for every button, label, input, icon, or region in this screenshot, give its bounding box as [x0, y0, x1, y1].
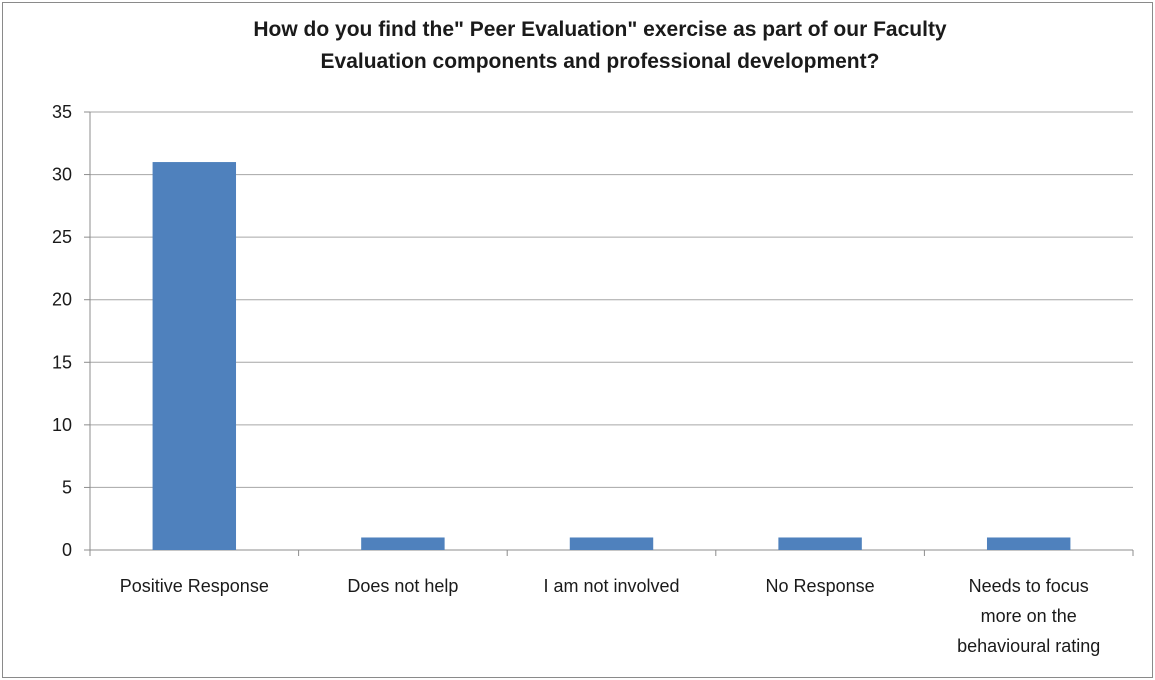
x-category-label: behavioural rating: [957, 636, 1100, 656]
bar: [569, 537, 654, 550]
chart-title-line-2: Evaluation components and professional d…: [320, 50, 880, 73]
y-tick-label: 0: [62, 540, 72, 560]
bar: [778, 537, 862, 550]
x-category-label: more on the: [981, 606, 1077, 626]
bar: [986, 537, 1071, 550]
x-category-label: Needs to focus: [969, 576, 1089, 596]
x-category-label: Positive Response: [120, 576, 269, 596]
chart-title-line-1: How do you find the" Peer Evaluation" ex…: [253, 18, 947, 41]
y-tick-label: 20: [52, 290, 72, 310]
bar: [152, 162, 237, 551]
x-category-label: Does not help: [347, 576, 458, 596]
bar: [361, 537, 445, 550]
x-category-label: I am not involved: [543, 576, 679, 596]
y-tick-label: 10: [52, 415, 72, 435]
y-tick-label: 15: [52, 352, 72, 372]
chart-title: How do you find the" Peer Evaluation" ex…: [100, 14, 1100, 78]
x-category-label: No Response: [766, 576, 875, 596]
y-tick-label: 30: [52, 165, 72, 185]
y-tick-label: 25: [52, 227, 72, 247]
y-tick-label: 5: [62, 477, 72, 497]
y-tick-label: 35: [52, 102, 72, 122]
